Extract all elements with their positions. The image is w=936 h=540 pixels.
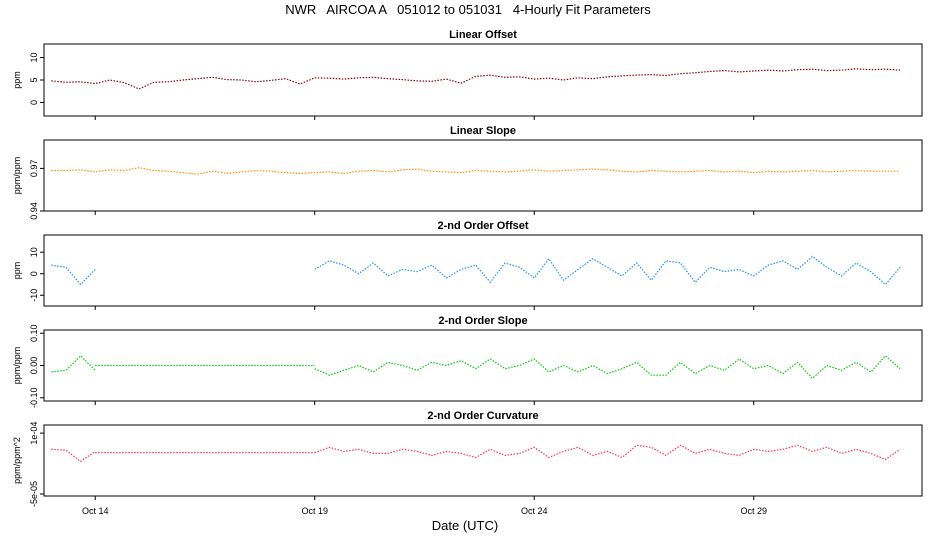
y-tick-label: 0.97: [29, 160, 39, 178]
y-tick-label: -10: [29, 289, 39, 302]
series-line: [314, 354, 901, 380]
panel-title: Linear Slope: [450, 125, 516, 137]
series-line: [51, 448, 96, 463]
panel-frame: [43, 329, 923, 402]
x-tick-label: Oct 29: [740, 506, 767, 516]
series-line: [51, 68, 901, 90]
y-tick-label: 0: [29, 271, 39, 276]
panel-frame: [43, 424, 923, 497]
y-axis-label: ppm: [12, 71, 22, 89]
y-tick-label: 5: [29, 77, 39, 82]
chart-main-title: NWR AIRCOA A 051012 to 051031 4-Hourly F…: [285, 2, 651, 17]
panel-title: 2-nd Order Slope: [438, 315, 527, 327]
panel-frame: [43, 43, 923, 117]
x-tick-label: Oct 24: [521, 506, 548, 516]
series-line: [51, 167, 900, 175]
y-axis-label: ppm/ppm: [12, 347, 22, 385]
y-tick-label: 0.00: [29, 357, 39, 375]
panel-title: 2-nd Order Offset: [437, 220, 528, 232]
y-tick-label: -5e-05: [29, 481, 39, 507]
series-line: [51, 264, 96, 286]
x-tick-label: Oct 19: [301, 506, 328, 516]
y-axis-label: ppm/ppm: [12, 157, 22, 195]
y-tick-label: 10: [29, 52, 39, 62]
series-line: [314, 255, 901, 286]
y-tick-label: -0.10: [29, 388, 39, 409]
y-axis-label: ppm/ppm^2: [12, 437, 22, 484]
y-axis-label: ppm: [12, 262, 22, 280]
y-tick-label: 0.10: [29, 324, 39, 342]
y-tick-label: 0.94: [29, 202, 39, 220]
x-tick-label: Oct 14: [82, 506, 109, 516]
panel-frame: [43, 234, 923, 307]
panel-title: 2-nd Order Curvature: [427, 410, 538, 422]
y-tick-label: 1e-04: [29, 422, 39, 445]
y-tick-label: 10: [29, 247, 39, 257]
panel-frame: [43, 139, 923, 212]
panel-title: Linear Offset: [449, 29, 517, 41]
y-tick-label: 0: [29, 100, 39, 105]
series-line: [314, 444, 901, 461]
series-line: [51, 354, 96, 373]
x-axis-label: Date (UTC): [431, 518, 499, 533]
